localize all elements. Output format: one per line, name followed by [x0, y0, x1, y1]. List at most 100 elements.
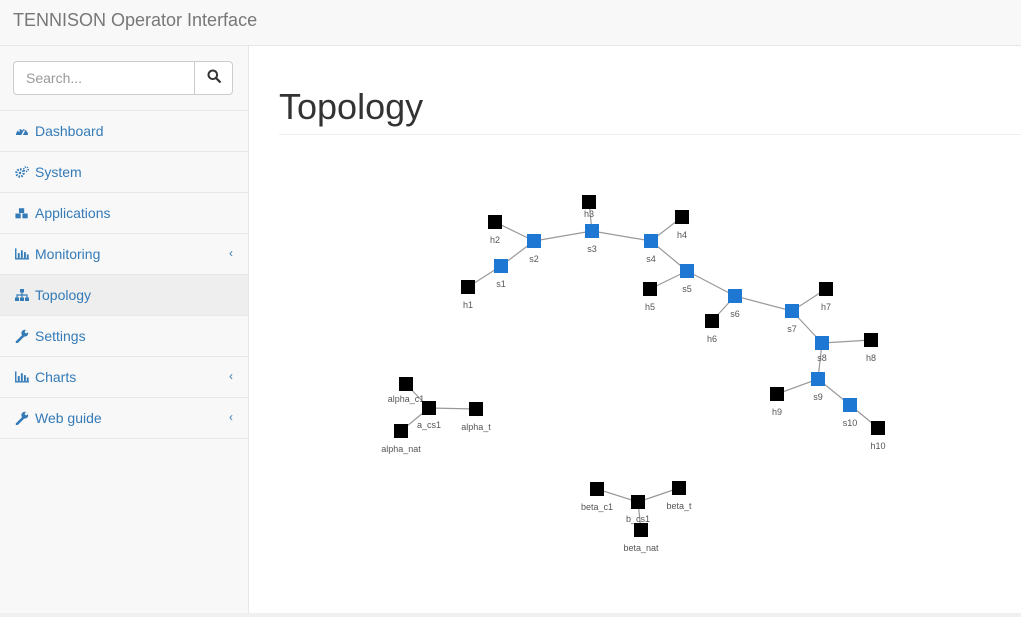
switch-icon — [815, 336, 829, 350]
switch-icon — [680, 264, 694, 278]
topology-node-s4[interactable]: s4 — [644, 234, 658, 264]
switch-icon — [843, 398, 857, 412]
host-icon — [819, 282, 833, 296]
sidebar-item-label: System — [35, 164, 82, 180]
topology-node-h4[interactable]: h4 — [675, 210, 689, 240]
host-icon — [469, 402, 483, 416]
switch-icon — [585, 224, 599, 238]
topology-node-s7[interactable]: s7 — [785, 304, 799, 334]
node-label: alpha_t — [461, 422, 491, 432]
host-icon — [770, 387, 784, 401]
host-icon — [675, 210, 689, 224]
app-title[interactable]: TENNISON Operator Interface — [13, 10, 258, 30]
host-icon — [705, 314, 719, 328]
topology-link-alpha_t-a_cs1 — [428, 407, 477, 410]
topology-node-h7[interactable]: h7 — [819, 282, 833, 312]
switch-icon — [811, 372, 825, 386]
topology-node-h5[interactable]: h5 — [643, 282, 657, 312]
search-icon — [207, 69, 221, 88]
search-button[interactable] — [194, 61, 233, 95]
node-label: h6 — [707, 334, 717, 344]
node-label: h2 — [490, 235, 500, 245]
node-label: s6 — [730, 309, 740, 319]
host-icon — [871, 421, 885, 435]
topology-node-b_cs1[interactable]: b_cs1 — [626, 495, 650, 524]
topology-node-s2[interactable]: s2 — [527, 234, 541, 264]
topology-node-a_cs1[interactable]: a_cs1 — [417, 401, 441, 430]
bottom-edge — [0, 613, 1021, 617]
topology-node-alpha_t[interactable]: alpha_t — [461, 402, 491, 432]
node-label: beta_c1 — [581, 502, 613, 512]
host-icon — [672, 481, 686, 495]
node-label: s2 — [529, 254, 539, 264]
sidebar-item-label: Web guide — [35, 410, 102, 426]
main-content: Topology s1 s2 s3 s4 s5 s6 s7 s8 s9 s10 h1 h2 h3 h4 h5… — [250, 46, 1021, 617]
node-label: h4 — [677, 230, 687, 240]
node-label: s7 — [787, 324, 797, 334]
sidebar-item-web-guide[interactable]: Web guide ‹ — [0, 398, 248, 439]
sidebar-item-monitoring[interactable]: Monitoring ‹ — [0, 234, 248, 275]
topology-node-alpha_c1[interactable]: alpha_c1 — [388, 377, 425, 404]
host-icon — [399, 377, 413, 391]
sidebar-item-topology[interactable]: Topology — [0, 275, 248, 316]
node-label: h8 — [866, 353, 876, 363]
sidebar-item-settings[interactable]: Settings — [0, 316, 248, 357]
topology-node-h3[interactable]: h3 — [582, 195, 596, 219]
topology-node-beta_t[interactable]: beta_t — [666, 481, 692, 511]
node-label: h5 — [645, 302, 655, 312]
title-divider — [279, 134, 1021, 135]
host-icon — [461, 280, 475, 294]
topology-node-h6[interactable]: h6 — [705, 314, 719, 344]
sidebar-item-charts[interactable]: Charts ‹ — [0, 357, 248, 398]
bar-chart-icon — [15, 247, 29, 261]
sidebar-item-label: Dashboard — [35, 123, 104, 139]
node-label: s9 — [813, 392, 823, 402]
topology-graph[interactable]: s1 s2 s3 s4 s5 s6 s7 s8 s9 s10 h1 h2 h3 h4 h5 h6 h7 h8 h9 h… — [250, 46, 1021, 617]
chevron-left-icon: ‹ — [229, 410, 233, 424]
topology-node-s3[interactable]: s3 — [585, 224, 599, 254]
topology-node-h2[interactable]: h2 — [488, 215, 502, 245]
topology-node-s5[interactable]: s5 — [680, 264, 694, 294]
node-label: h9 — [772, 407, 782, 417]
switch-icon — [728, 289, 742, 303]
host-icon — [488, 215, 502, 229]
node-label: s4 — [646, 254, 656, 264]
switch-icon — [527, 234, 541, 248]
sidebar-item-label: Applications — [35, 205, 111, 221]
topology-link-h8-s8 — [821, 339, 872, 344]
sidebar-item-applications[interactable]: Applications — [0, 193, 248, 234]
topology-node-h10[interactable]: h10 — [870, 421, 886, 451]
node-label: h1 — [463, 300, 473, 310]
sidebar-search — [0, 46, 248, 111]
search-input[interactable] — [13, 61, 195, 95]
topology-node-h1[interactable]: h1 — [461, 280, 475, 310]
host-icon — [582, 195, 596, 209]
topology-node-s1[interactable]: s1 — [494, 259, 508, 289]
wrench-icon — [15, 329, 29, 343]
topology-node-h9[interactable]: h9 — [770, 387, 784, 417]
switch-icon — [644, 234, 658, 248]
topology-node-s10[interactable]: s10 — [843, 398, 858, 428]
topology-link-s3-s4 — [591, 230, 652, 242]
topology-node-s9[interactable]: s9 — [811, 372, 825, 402]
node-label: s3 — [587, 244, 597, 254]
sidebar: Dashboard System Applications Monitoring… — [0, 46, 249, 617]
cogs-icon — [15, 165, 29, 179]
host-icon — [631, 495, 645, 509]
node-label: s8 — [817, 353, 827, 363]
sidebar-item-system[interactable]: System — [0, 152, 248, 193]
sidebar-item-dashboard[interactable]: Dashboard — [0, 111, 248, 152]
topology-node-alpha_nat[interactable]: alpha_nat — [381, 424, 421, 454]
chevron-left-icon: ‹ — [229, 369, 233, 383]
topology-node-s8[interactable]: s8 — [815, 336, 829, 363]
topology-link-s6-s7 — [734, 295, 793, 312]
sidebar-item-label: Charts — [35, 369, 77, 385]
topology-node-h8[interactable]: h8 — [864, 333, 878, 363]
sidebar-item-label: Topology — [35, 287, 92, 303]
topology-node-beta_c1[interactable]: beta_c1 — [581, 482, 613, 512]
topology-node-s6[interactable]: s6 — [728, 289, 742, 319]
host-icon — [394, 424, 408, 438]
node-label: beta_nat — [623, 543, 659, 553]
dashboard-icon — [15, 124, 29, 138]
topology-node-beta_nat[interactable]: beta_nat — [623, 523, 659, 553]
